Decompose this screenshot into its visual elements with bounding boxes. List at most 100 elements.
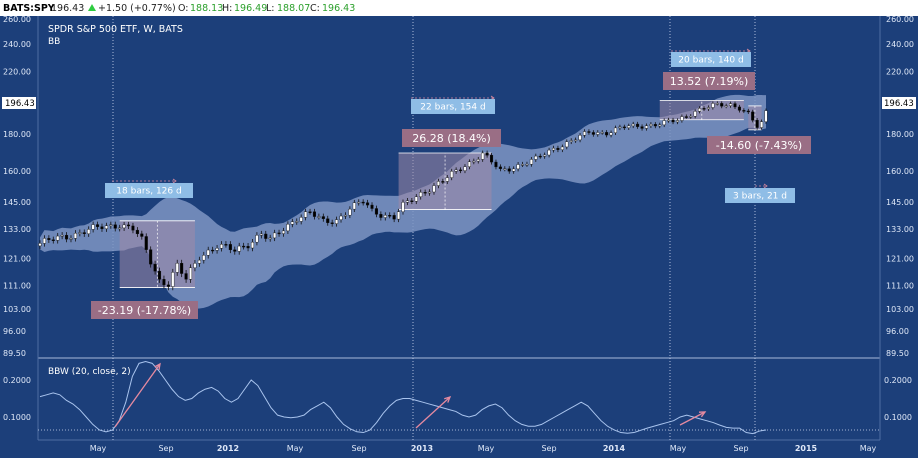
candle-body	[144, 236, 148, 250]
candle-body	[507, 168, 511, 172]
candle-body	[419, 192, 423, 198]
bbw-label: BBW (20, close, 2)	[48, 367, 131, 377]
price-tick-label-right: 240.00	[886, 40, 914, 49]
candle-body	[383, 215, 387, 218]
candle-body	[122, 224, 126, 229]
candle-body	[237, 245, 241, 252]
candle-body	[640, 126, 644, 129]
low-label: L:	[266, 3, 275, 14]
candle-body	[414, 196, 418, 202]
candle-body	[366, 202, 370, 206]
candle-body	[188, 267, 193, 280]
candle-body	[698, 108, 702, 112]
candle-body	[746, 110, 750, 113]
candle-body	[636, 123, 640, 127]
candle-body	[100, 226, 104, 230]
candles	[38, 101, 768, 291]
candle-body	[162, 279, 166, 286]
candle-body	[96, 224, 100, 227]
candle-body	[476, 159, 480, 162]
candle-body	[605, 132, 609, 136]
candle-body	[724, 105, 728, 107]
price-tick-label-right: 89.50	[886, 349, 909, 358]
bbw-trend-arrow	[415, 396, 451, 429]
candle-body	[529, 159, 533, 165]
candle-body	[755, 119, 759, 128]
change-label-text: -23.19 (-17.78%)	[98, 304, 191, 317]
candle-body	[184, 273, 188, 280]
candle-body	[73, 233, 77, 239]
bbw-panel: BBW (20, close, 2) 0.2000 0.2000 0.1000 0.10…	[3, 360, 912, 435]
candle-body	[432, 185, 436, 193]
range-arrow-head	[763, 183, 768, 189]
candle-body	[450, 171, 454, 178]
x-tick-label: May	[670, 444, 687, 453]
candle-body	[38, 243, 42, 247]
candle-body	[82, 232, 86, 234]
candle-body	[304, 211, 308, 218]
candle-body	[560, 146, 564, 150]
candle-body	[290, 221, 294, 225]
candle-body	[118, 227, 122, 230]
candle-body	[591, 132, 595, 135]
candle-body	[737, 106, 741, 111]
range-label-box	[411, 99, 495, 114]
bbw-arrow-head	[698, 411, 707, 418]
candle-body	[675, 120, 679, 123]
bbw-arrow-head	[444, 395, 452, 403]
candle-body	[671, 119, 675, 123]
candle-body	[299, 217, 303, 222]
price-tick-label-left: 240.00	[3, 40, 31, 49]
candle-body	[140, 233, 144, 237]
candle-body	[760, 121, 764, 128]
candle-body	[211, 249, 215, 252]
low-value: 188.07	[277, 3, 310, 14]
change-label-box	[663, 72, 755, 90]
candle-body	[250, 241, 255, 249]
price-tick-label-right: 180.00	[886, 130, 914, 139]
header-bar	[0, 0, 918, 16]
price-tick-label-left: 121.00	[3, 255, 31, 264]
x-tick-label: May	[90, 444, 107, 453]
bbw-tick-label-right: 0.1000	[884, 413, 912, 422]
candle-body	[534, 155, 538, 160]
candle-body	[662, 120, 666, 126]
candle-body	[56, 235, 60, 241]
x-tick-label: 2015	[795, 444, 818, 453]
candle-body	[215, 248, 219, 251]
bbw-line	[39, 360, 767, 435]
candle-body	[374, 208, 378, 215]
candle-body	[47, 238, 51, 240]
candle-body	[42, 238, 46, 244]
candle-body	[352, 202, 356, 210]
candle-body	[454, 169, 458, 172]
range-arrow-head	[172, 178, 177, 184]
x-tick-label: 2012	[217, 444, 239, 453]
candle-body	[193, 263, 197, 269]
candle-body	[317, 216, 321, 218]
candle-body	[370, 204, 374, 209]
candle-body	[273, 232, 277, 239]
candle-body	[233, 249, 237, 252]
candle-body	[255, 235, 259, 243]
x-tick-label: 2013	[411, 444, 433, 453]
change-label-text: 26.28 (18.4%)	[412, 132, 491, 145]
candle-body	[202, 255, 206, 261]
x-tick-label: 2014	[603, 444, 626, 453]
price-tick-label-left: 96.00	[3, 327, 26, 336]
candle-body	[702, 108, 706, 110]
price-tick-label-left: 180.00	[3, 130, 31, 139]
candle-body	[153, 263, 157, 272]
candle-body	[459, 169, 463, 172]
last-price: 196.43	[51, 3, 84, 14]
x-tick-label: May	[860, 444, 877, 453]
candle-body	[361, 201, 365, 204]
candle-body	[525, 163, 529, 166]
candle-body	[689, 116, 693, 118]
candle-body	[512, 168, 516, 172]
x-tick-label: May	[478, 444, 495, 453]
candle-body	[693, 111, 697, 117]
candle-body	[392, 215, 396, 220]
candle-body	[644, 125, 649, 129]
